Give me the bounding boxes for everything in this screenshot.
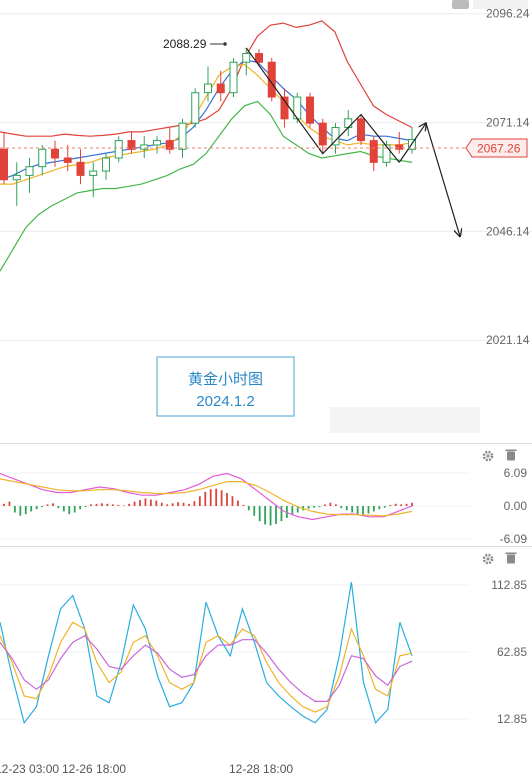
y-tick-label: 2096.24 — [486, 7, 530, 21]
candle-body — [255, 53, 263, 63]
candle-body — [280, 96, 289, 120]
main-series — [0, 20, 413, 272]
blurred-watermark — [330, 407, 480, 433]
candle-body — [0, 148, 8, 181]
candle-body — [38, 148, 47, 168]
kdj-grid — [0, 584, 470, 720]
candle-body — [76, 161, 85, 176]
wave-path — [245, 47, 400, 163]
kdj-settings-icon[interactable] — [482, 553, 494, 565]
kdj-y-tick-label: 12.85 — [497, 712, 527, 726]
candle-body — [63, 157, 72, 163]
macd-dif-line — [0, 472, 413, 521]
macd-y-tick-label: -6.09 — [500, 532, 528, 546]
candle-body — [51, 148, 59, 159]
main-y-ticks: 2096.24 2071.14 2046.14 2021.14 — [486, 7, 530, 347]
x-axis-ticks: 12-23 03:00 12-26 18:00 12-28 18:00 — [0, 762, 293, 776]
kdj-line — [0, 634, 413, 702]
bollinger-upper-line — [0, 20, 413, 137]
lock-icon[interactable] — [452, 0, 469, 9]
candle-body — [178, 122, 187, 150]
macd-lines — [0, 472, 413, 521]
macd-settings-icon[interactable] — [482, 450, 494, 462]
kdj-y-tick-label: 62.85 — [497, 645, 527, 659]
y-tick-label: 2046.14 — [486, 224, 530, 238]
candle-body — [153, 140, 161, 146]
candle-body — [89, 170, 98, 176]
candle-body — [127, 140, 136, 150]
x-tick-label: 12-28 18:00 — [229, 762, 293, 775]
kdj-y-ticks: 112.85 62.85 12.85 — [491, 578, 527, 726]
candle-body — [395, 144, 404, 150]
candle-body — [25, 166, 34, 176]
kdj-y-tick-label: 112.85 — [491, 578, 527, 592]
projection-arrow — [425, 123, 460, 236]
candle-body — [357, 118, 365, 142]
candle-body — [114, 140, 123, 159]
candle-body — [382, 144, 391, 163]
candle-body — [242, 53, 251, 63]
current-price-value: 2067.26 — [477, 142, 521, 156]
candle-body — [165, 140, 174, 150]
top-price-tag — [473, 0, 528, 9]
kdj-delete-icon[interactable] — [505, 552, 517, 564]
candle-body — [12, 174, 21, 181]
candle-body — [204, 83, 212, 94]
macd-y-ticks: 6.09 0.00 -6.09 — [500, 466, 528, 546]
candle-body — [344, 118, 353, 129]
high-price-annotation: 2088.29 — [163, 37, 207, 51]
macd-y-tick-label: 6.09 — [504, 466, 528, 480]
candle-body — [191, 92, 200, 124]
y-tick-label: 2071.14 — [486, 116, 530, 130]
candle-body — [102, 157, 110, 172]
high-annotation-dot — [223, 42, 227, 46]
title-box — [156, 356, 295, 417]
bollinger-lower-line — [0, 100, 413, 272]
rise-arrow — [398, 123, 426, 163]
macd-histogram — [3, 488, 413, 526]
x-tick-label: 12-26 18:00 — [62, 762, 126, 775]
kdj-line — [0, 621, 413, 713]
candle-body — [318, 122, 327, 146]
chart-title: 黄金小时图 — [188, 371, 263, 388]
macd-delete-icon[interactable] — [505, 449, 517, 461]
macd-dea-line — [0, 478, 413, 517]
x-tick-label: 12-23 03:00 — [0, 762, 59, 775]
chart-subtitle: 2024.1.2 — [196, 393, 254, 410]
moving-average-line — [0, 63, 413, 185]
y-tick-label: 2021.14 — [486, 333, 530, 347]
macd-grid — [0, 472, 470, 540]
macd-y-tick-label: 0.00 — [504, 499, 528, 513]
main-grid — [0, 13, 532, 341]
kdj-lines — [0, 582, 413, 725]
kdj-line — [0, 582, 413, 725]
drawing-arrows — [245, 47, 460, 236]
candle-body — [140, 144, 149, 150]
candle-body — [306, 96, 314, 124]
candle-body — [369, 140, 378, 163]
main-candles — [0, 47, 416, 206]
candle-body — [216, 83, 225, 94]
candle-body — [267, 61, 276, 98]
candle-body — [229, 61, 238, 94]
current-price-tag — [465, 138, 528, 158]
